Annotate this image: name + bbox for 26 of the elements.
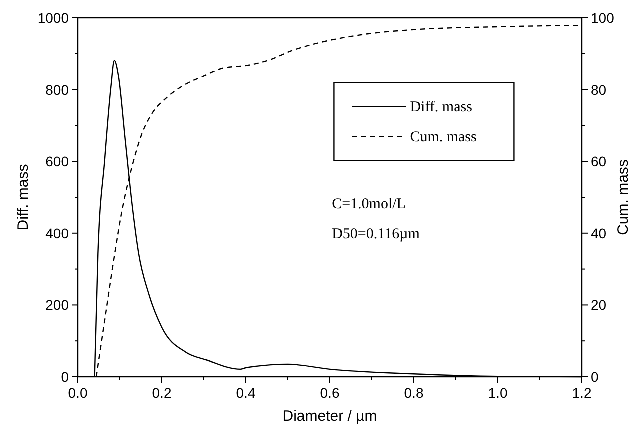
y2-tick-label: 100 bbox=[591, 10, 615, 26]
x-tick-label: 1.0 bbox=[488, 385, 508, 401]
y2-tick-label: 40 bbox=[591, 225, 607, 242]
y-tick-label: 0 bbox=[61, 369, 70, 385]
x-tick-label: 1.2 bbox=[572, 385, 592, 401]
y2-tick-label: 0 bbox=[591, 369, 599, 385]
y2-tick-label: 20 bbox=[591, 297, 607, 314]
x-tick-label: 0.6 bbox=[320, 385, 340, 401]
y-tick-label: 400 bbox=[46, 225, 70, 242]
x-tick-label: 0.2 bbox=[152, 385, 172, 401]
legend-label: Diff. mass bbox=[410, 100, 473, 116]
legend-label: Cum. mass bbox=[410, 130, 478, 146]
y2-axis-title: Cum. mass bbox=[615, 160, 632, 236]
x-tick-label: 0.0 bbox=[68, 385, 88, 401]
y2-tick-label: 60 bbox=[591, 154, 607, 170]
y-tick-label: 1000 bbox=[38, 10, 70, 26]
annotation: D50=0.116µm bbox=[332, 226, 420, 242]
y-axis-title: Diff. mass bbox=[15, 164, 32, 231]
x-tick-label: 0.8 bbox=[404, 385, 424, 401]
y-tick-label: 600 bbox=[46, 154, 70, 170]
y-tick-label: 200 bbox=[46, 297, 70, 314]
x-tick-label: 0.4 bbox=[236, 385, 256, 401]
annotation: C=1.0mol/L bbox=[332, 196, 406, 212]
y2-tick-label: 80 bbox=[591, 82, 607, 98]
y-tick-label: 800 bbox=[46, 82, 70, 98]
x-axis-title: Diameter / µm bbox=[282, 408, 378, 425]
